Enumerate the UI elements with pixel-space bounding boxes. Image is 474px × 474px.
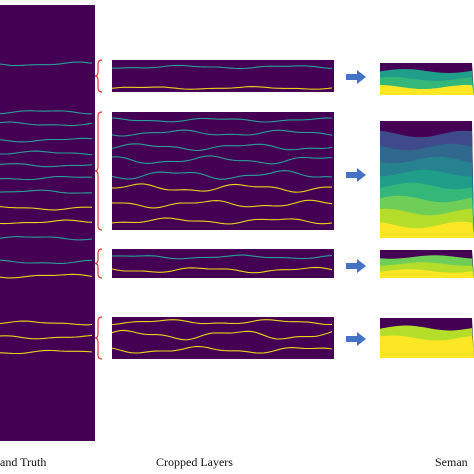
ground-truth-boundary-line: [0, 349, 93, 355]
ground-truth-boundary-line: [0, 206, 93, 211]
curly-brace-icon: [94, 59, 103, 93]
ground-truth-boundary-line: [0, 320, 93, 326]
ground-truth-boundary-line: [0, 189, 93, 194]
right-arrow-icons: [346, 70, 366, 346]
cropped-boundary-line: [111, 143, 333, 152]
segmentation-map: [380, 121, 474, 238]
cropped-layers-caption: Cropped Layers: [156, 455, 233, 469]
right-arrow-icon: [346, 168, 366, 182]
cropped-layer-3: [112, 249, 334, 278]
cropped-boundary-line: [111, 254, 333, 260]
ground-truth-boundary-line: [0, 334, 93, 340]
segmentation-band: [380, 85, 474, 95]
cropped-boundary-line: [111, 183, 333, 193]
right-arrow-icon: [346, 332, 366, 346]
cropped-boundary-line: [111, 155, 333, 165]
cropped-boundary-line: [111, 329, 333, 341]
segmentation-band: [380, 221, 474, 238]
ground-truth-boundary-line: [0, 61, 93, 67]
curly-brace-icon: [94, 316, 103, 360]
ground-truth-boundary-line: [0, 110, 92, 115]
cropped-boundary-line: [111, 64, 333, 70]
ground-truth-boundary-line: [0, 137, 93, 143]
segmentation-map: [380, 318, 474, 358]
cropped-boundary-line: [111, 86, 333, 90]
right-arrow-icon: [346, 70, 366, 84]
segmentation-band: [380, 269, 474, 278]
ground-truth-layer-lines: [0, 61, 93, 355]
curly-brace-icon: [94, 111, 103, 231]
ground-truth-boundary-line: [0, 236, 93, 241]
cropped-boundary-line: [111, 266, 333, 274]
ground-truth-boundary-line: [0, 273, 93, 279]
ground-truth-boundary-line: [0, 150, 93, 156]
ground-truth-boundary-line: [0, 219, 93, 225]
segmentation-map: [380, 63, 474, 95]
semantic-segmentation-maps: [380, 63, 474, 358]
cropped-boundary-line: [111, 117, 333, 123]
ground-truth-boundary-line: [0, 175, 92, 181]
curly-brace-icon: [94, 248, 103, 279]
ground-truth-boundary-line: [0, 163, 93, 168]
ground-truth-boundary-line: [0, 121, 93, 127]
semantic-caption: Seman: [435, 455, 468, 469]
right-arrow-icon: [346, 259, 366, 273]
cropped-layer-lines: [111, 64, 333, 354]
cropped-boundary-line: [111, 170, 333, 180]
segmentation-map: [380, 250, 474, 278]
cropped-boundary-line: [111, 217, 333, 225]
segmentation-band: [380, 345, 474, 358]
cropped-boundary-line: [111, 199, 333, 209]
ground-truth-boundary-line: [0, 259, 93, 264]
cropped-boundary-line: [111, 346, 333, 354]
curly-brace-icons: [94, 59, 103, 360]
cropped-boundary-line: [111, 129, 333, 137]
ground-truth-caption: and Truth: [0, 455, 47, 469]
cropped-boundary-line: [111, 319, 333, 326]
